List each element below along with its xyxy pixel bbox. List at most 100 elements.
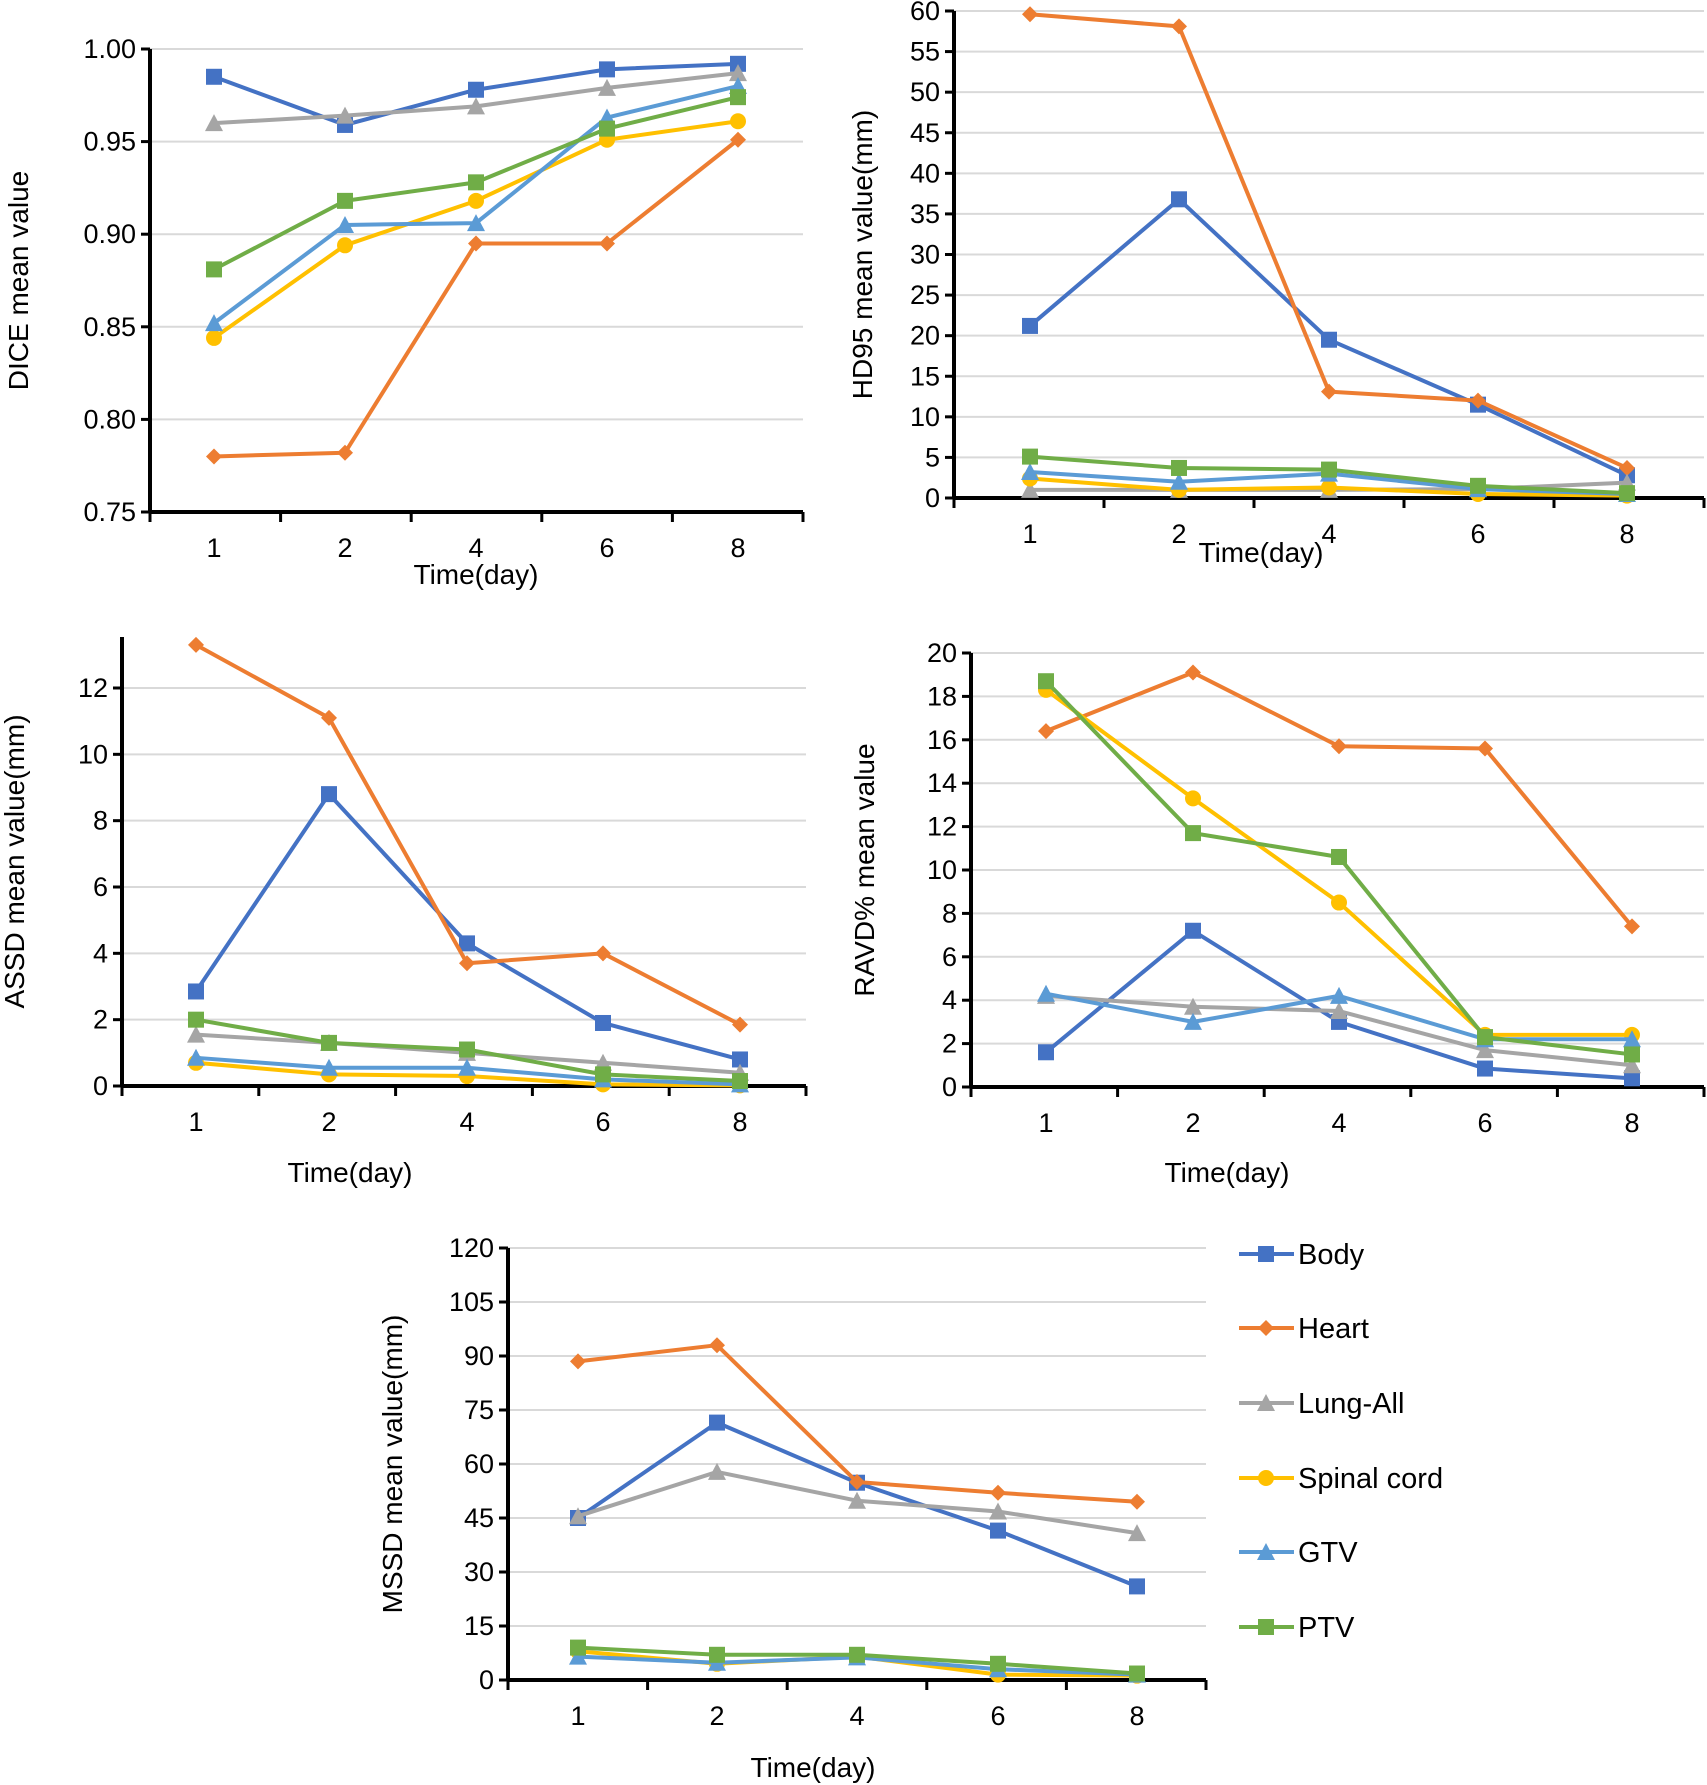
data-point <box>1022 6 1038 23</box>
x-tick-label: 8 <box>732 1107 747 1137</box>
y-tick-label: 18 <box>927 681 957 711</box>
data-point <box>1021 463 1039 481</box>
x-tick-label: 8 <box>1619 519 1634 549</box>
x-tick-label: 4 <box>1321 519 1336 549</box>
data-point <box>709 1337 725 1354</box>
data-point <box>709 1646 725 1663</box>
series-ptv <box>188 1011 748 1090</box>
data-point <box>1185 922 1201 939</box>
y-tick-label: 10 <box>78 739 108 769</box>
data-point <box>1129 1665 1145 1682</box>
y-tick-label: 12 <box>78 673 108 703</box>
y-tick-label: 10 <box>927 855 957 885</box>
data-point <box>1170 472 1188 490</box>
data-point <box>206 329 222 346</box>
series-ptv <box>570 1639 1145 1682</box>
x-tick-label: 2 <box>1171 519 1186 549</box>
data-point <box>1171 459 1187 476</box>
y-tick-label: 2 <box>942 1029 957 1059</box>
y-tick-label: 20 <box>910 321 940 351</box>
data-point <box>1184 997 1202 1015</box>
series-body <box>1022 191 1635 484</box>
legend-label: PTV <box>1298 1612 1355 1644</box>
data-point <box>1470 477 1486 494</box>
data-point <box>1022 448 1038 465</box>
data-point <box>1623 1056 1641 1074</box>
data-point <box>1037 984 1055 1002</box>
series-lung-all <box>205 64 747 132</box>
data-point <box>1021 480 1039 498</box>
y-tick-label: 90 <box>464 1341 494 1371</box>
data-point <box>729 64 747 82</box>
legend-label: Heart <box>1298 1313 1369 1345</box>
data-point <box>1476 1041 1494 1059</box>
x-tick-label: 2 <box>709 1701 724 1731</box>
x-tick-label: 8 <box>730 533 745 563</box>
series-lung-all <box>569 1462 1146 1542</box>
x-axis-title: Time(day) <box>751 1752 876 1783</box>
data-point <box>730 131 746 148</box>
y-tick-label: 60 <box>910 0 940 26</box>
data-point <box>732 1051 748 1068</box>
data-point <box>595 945 611 962</box>
y-tick-label: 8 <box>93 806 108 836</box>
legend-item: PTV <box>1239 1612 1355 1644</box>
x-tick-label: 6 <box>1470 519 1485 549</box>
data-point <box>188 636 204 653</box>
y-axis-title: DICE mean value <box>3 171 34 390</box>
data-point <box>1624 918 1640 935</box>
legend-marker <box>1257 1394 1275 1411</box>
data-point <box>1185 664 1201 681</box>
data-point <box>1128 1524 1146 1542</box>
x-tick-label: 6 <box>1477 1108 1492 1138</box>
data-point <box>458 1058 476 1076</box>
x-tick-label: 1 <box>206 533 221 563</box>
x-tick-label: 2 <box>1185 1108 1200 1138</box>
data-point <box>1624 1046 1640 1063</box>
y-tick-label: 6 <box>942 942 957 972</box>
y-tick-label: 0.75 <box>83 497 136 527</box>
data-point <box>848 1491 866 1509</box>
data-point <box>468 174 484 191</box>
data-point <box>1185 825 1201 842</box>
y-tick-label: 0 <box>93 1071 108 1101</box>
data-point <box>1321 383 1337 400</box>
chart-hd95: 0 5 10 15 20 25 30 35 40 45 50 55 60 1 2 4 6 8 Time(day) HD… <box>847 0 1706 568</box>
x-axis-title: Time(day) <box>1165 1157 1290 1188</box>
data-point <box>570 1353 586 1370</box>
y-tick-label: 10 <box>910 402 940 432</box>
y-tick-label: 4 <box>93 938 108 968</box>
legend-label: GTV <box>1298 1537 1358 1569</box>
data-point <box>599 61 615 78</box>
legend-item: Heart <box>1239 1313 1369 1345</box>
data-point <box>990 1484 1006 1501</box>
data-point <box>205 114 223 132</box>
y-tick-label: 15 <box>910 361 940 391</box>
data-point <box>1022 317 1038 334</box>
data-point <box>1171 191 1187 208</box>
data-point <box>1171 18 1187 35</box>
series-ptv <box>206 89 746 278</box>
data-point <box>570 1639 586 1656</box>
y-axis-title: HD95 mean value(mm) <box>847 110 878 399</box>
data-point <box>1185 790 1201 807</box>
y-tick-label: 105 <box>449 1287 494 1317</box>
y-tick-label: 45 <box>910 118 940 148</box>
legend-item: Body <box>1239 1239 1365 1271</box>
series-body <box>1038 922 1640 1087</box>
series-heart <box>570 1337 1145 1510</box>
legend-item: Spinal cord <box>1239 1463 1443 1495</box>
data-point <box>1470 392 1486 409</box>
data-point <box>468 192 484 209</box>
data-point <box>337 192 353 209</box>
data-point <box>1321 331 1337 348</box>
legend-marker <box>1258 1320 1274 1336</box>
data-point <box>321 1034 337 1051</box>
data-point <box>336 215 354 233</box>
data-point <box>206 261 222 278</box>
data-point <box>188 983 204 1000</box>
data-point <box>1038 673 1054 690</box>
y-tick-label: 0 <box>479 1665 494 1695</box>
